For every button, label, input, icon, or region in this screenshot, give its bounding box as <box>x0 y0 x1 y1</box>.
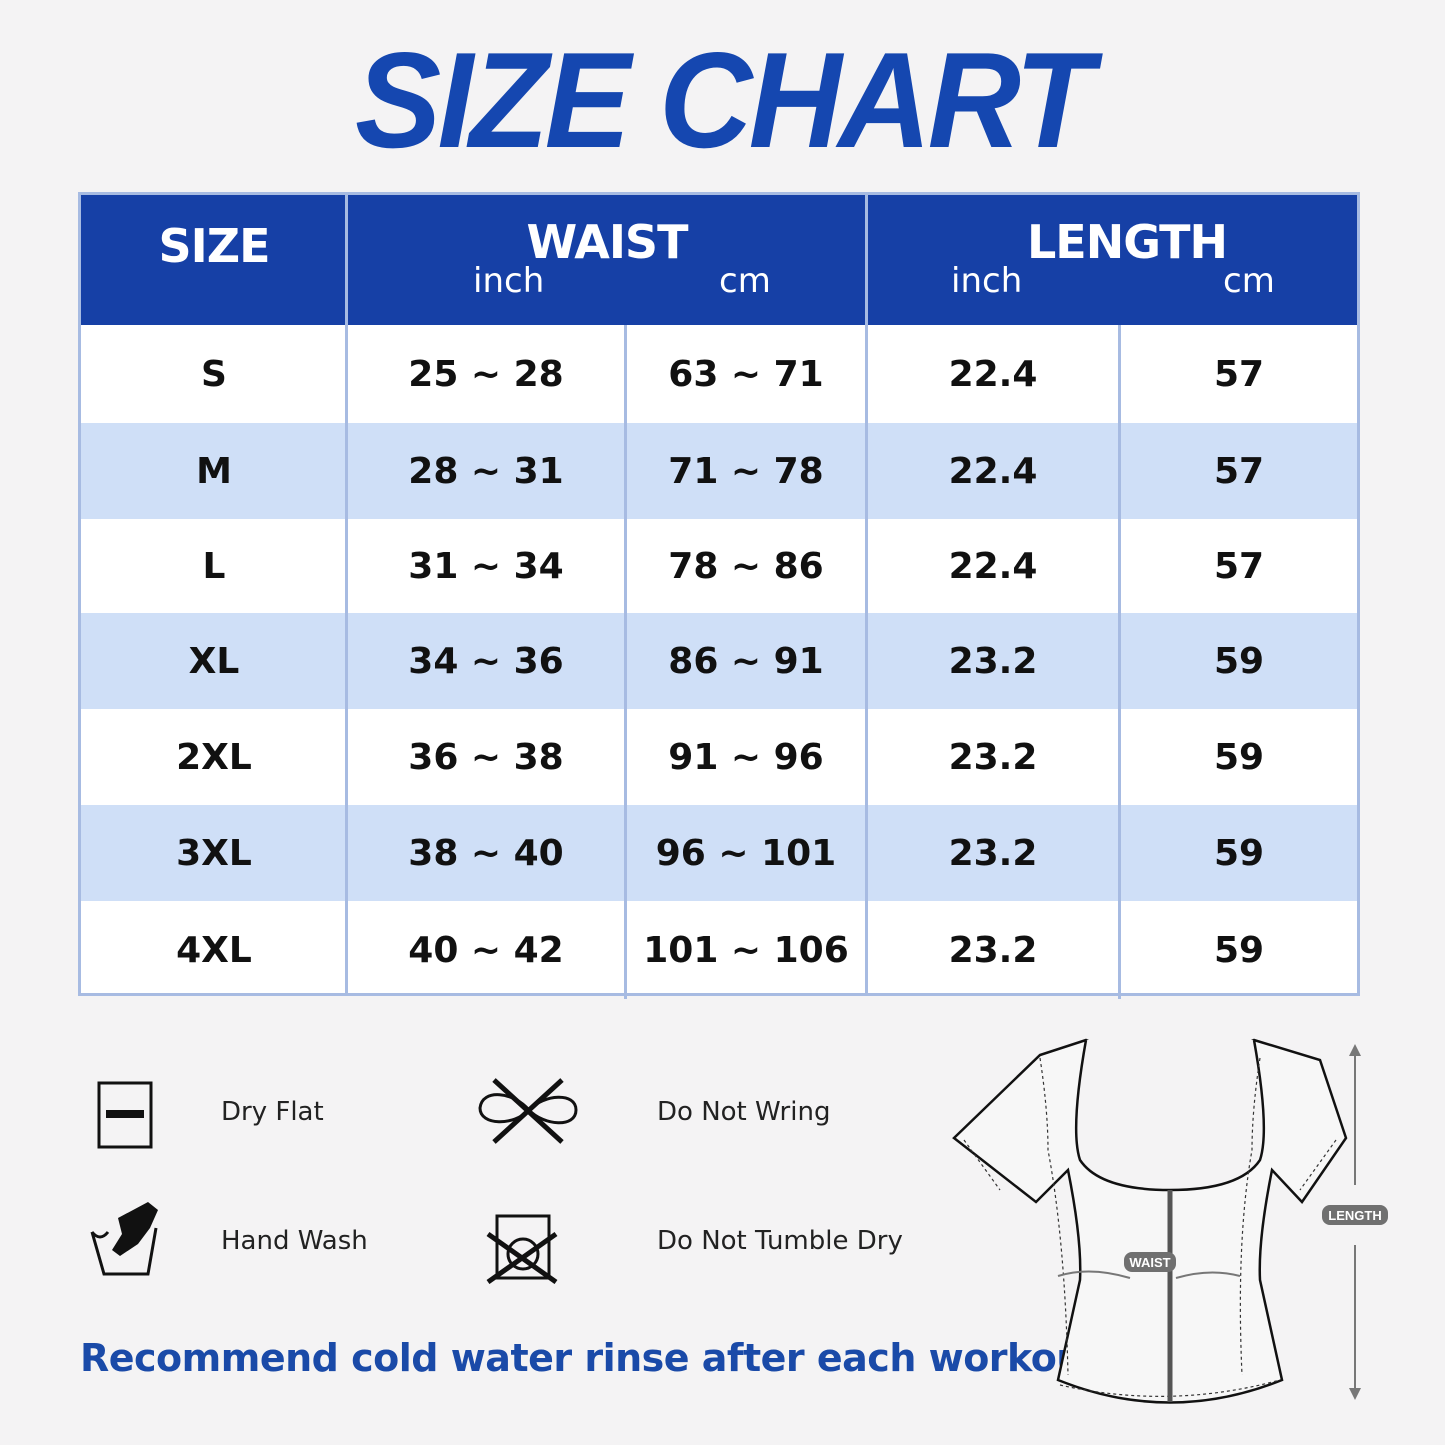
cell-waist-cm: 63 ~ 71 <box>668 353 824 395</box>
cell-waist-inch: 40 ~ 42 <box>408 929 564 971</box>
cell-length-cm: 57 <box>1213 353 1265 395</box>
cell-size: 3XL <box>176 832 252 874</box>
do-not-wring-icon <box>478 1078 578 1144</box>
cell-length-inch: 23.2 <box>948 736 1038 778</box>
cell-length-cm: 59 <box>1213 640 1265 682</box>
cell-waist-inch: 25 ~ 28 <box>408 353 564 395</box>
cell-length-inch: 23.2 <box>948 929 1038 971</box>
page-title: SIZE CHART <box>355 24 1094 176</box>
size-table: SIZE WAIST inch cm LENGTH inch cm S 25 ~ … <box>78 192 1360 999</box>
waist-cm-label: cm <box>719 261 771 301</box>
table-row: 3XL 38 ~ 40 96 ~ 101 23.2 59 <box>81 805 1357 901</box>
cell-waist-inch: 34 ~ 36 <box>408 640 564 682</box>
waist-label: WAIST <box>1129 1255 1170 1270</box>
table-row: L 31 ~ 34 78 ~ 86 22.4 57 <box>81 519 1357 613</box>
shirt-measurement-diagram: WAIST LENGTH <box>952 1038 1388 1404</box>
cell-waist-inch: 36 ~ 38 <box>408 736 564 778</box>
table-row: 2XL 36 ~ 38 91 ~ 96 23.2 59 <box>81 709 1357 805</box>
do-not-tumble-dry-icon <box>486 1214 558 1284</box>
cell-size: M <box>196 450 232 492</box>
header-size: SIZE <box>158 219 270 273</box>
cell-waist-inch: 38 ~ 40 <box>408 832 564 874</box>
cell-length-cm: 59 <box>1213 929 1265 971</box>
cell-length-cm: 59 <box>1213 832 1265 874</box>
table-row: 4XL 40 ~ 42 101 ~ 106 23.2 59 <box>81 901 1357 999</box>
cell-waist-cm: 96 ~ 101 <box>655 832 837 874</box>
cell-length-cm: 57 <box>1213 545 1265 587</box>
cell-length-inch: 23.2 <box>948 640 1038 682</box>
cell-waist-cm: 78 ~ 86 <box>668 545 824 587</box>
header-waist: WAIST inch cm <box>473 215 771 301</box>
hand-wash-icon <box>90 1202 158 1276</box>
cell-waist-inch: 31 ~ 34 <box>408 545 564 587</box>
length-cm-label: cm <box>1223 261 1275 301</box>
length-inch-label: inch <box>951 261 1023 301</box>
cell-length-cm: 59 <box>1213 736 1265 778</box>
cell-length-inch: 22.4 <box>948 353 1038 395</box>
cell-length-inch: 23.2 <box>948 832 1038 874</box>
care-recommendation: Recommend cold water rinse after each wo… <box>80 1336 1115 1380</box>
cell-length-inch: 22.4 <box>948 450 1038 492</box>
cell-waist-cm: 101 ~ 106 <box>643 929 849 971</box>
length-label: LENGTH <box>1328 1208 1381 1223</box>
cell-waist-inch: 28 ~ 31 <box>408 450 564 492</box>
table-header: SIZE WAIST inch cm LENGTH inch cm <box>81 195 1357 325</box>
table-row: M 28 ~ 31 71 ~ 78 22.4 57 <box>81 423 1357 519</box>
cell-size: XL <box>188 640 240 682</box>
care-label-dry-flat: Dry Flat <box>221 1097 324 1127</box>
table-row: XL 34 ~ 36 86 ~ 91 23.2 59 <box>81 613 1357 709</box>
dry-flat-icon <box>97 1081 153 1149</box>
cell-size: 2XL <box>176 736 252 778</box>
cell-size: 4XL <box>176 929 252 971</box>
cell-waist-cm: 71 ~ 78 <box>668 450 824 492</box>
cell-size: S <box>201 353 227 395</box>
care-label-hand-wash: Hand Wash <box>221 1226 368 1256</box>
care-label-do-not-tumble-dry: Do Not Tumble Dry <box>657 1226 903 1256</box>
table-row: S 25 ~ 28 63 ~ 71 22.4 57 <box>81 325 1357 423</box>
cell-waist-cm: 91 ~ 96 <box>668 736 824 778</box>
cell-size: L <box>202 545 226 587</box>
cell-length-cm: 57 <box>1213 450 1265 492</box>
care-label-do-not-wring: Do Not Wring <box>657 1097 831 1127</box>
header-length: LENGTH inch cm <box>951 215 1275 301</box>
cell-waist-cm: 86 ~ 91 <box>668 640 824 682</box>
cell-length-inch: 22.4 <box>948 545 1038 587</box>
waist-inch-label: inch <box>473 261 545 301</box>
